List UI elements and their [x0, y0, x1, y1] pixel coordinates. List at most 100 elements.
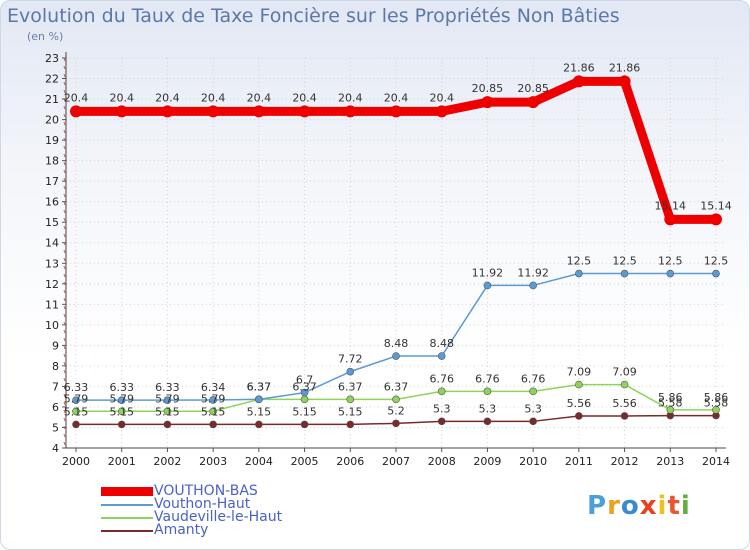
data-label: 6.34 — [201, 381, 226, 394]
logo-letter: i — [657, 491, 668, 521]
axis-dash — [63, 377, 66, 382]
y-tick-label: 11 — [45, 298, 59, 311]
y-tick-label: 7 — [52, 380, 59, 393]
y-tick-label: 18 — [45, 155, 59, 168]
logo-letter: i — [680, 491, 691, 521]
data-point — [483, 417, 492, 426]
data-label: 5.15 — [247, 405, 272, 418]
data-point — [710, 213, 722, 226]
proxiti-logo: Proxiti — [587, 491, 691, 521]
y-tick-label: 15 — [45, 216, 59, 229]
y-tick-label: 17 — [45, 175, 59, 188]
data-label: 20.85 — [517, 82, 549, 95]
x-tick-label: 2008 — [428, 455, 456, 468]
data-point — [252, 105, 265, 118]
data-label: 5.58 — [704, 397, 729, 410]
data-label: 20.4 — [292, 91, 317, 104]
data-label: 21.86 — [609, 61, 641, 74]
data-label: 6.33 — [64, 381, 89, 394]
axis-dash — [63, 137, 66, 142]
data-point — [72, 407, 80, 416]
x-tick-label: 2005 — [291, 455, 319, 468]
axis-dash — [63, 321, 66, 326]
data-label: 8.48 — [429, 337, 454, 350]
data-point — [300, 420, 309, 429]
data-label: 5.79 — [64, 392, 89, 405]
legend-item: VOUTHON-BAS — [101, 484, 282, 498]
data-point — [300, 388, 309, 397]
data-label: 21.86 — [563, 61, 595, 74]
axis-dash — [63, 113, 66, 118]
axis-dash — [63, 441, 66, 446]
x-tick-label: 2014 — [702, 455, 730, 468]
legend-swatch — [101, 487, 153, 496]
data-point — [575, 380, 583, 389]
data-point — [483, 281, 492, 290]
x-tick-label: 2011 — [565, 455, 593, 468]
legend-swatch — [101, 516, 153, 519]
data-point — [346, 367, 355, 376]
axis-dash — [63, 161, 66, 166]
data-label: 5.79 — [155, 392, 180, 405]
data-point — [529, 417, 537, 426]
axis-dash — [63, 257, 66, 262]
y-tick-label: 8 — [52, 360, 59, 373]
data-label: 20.4 — [155, 91, 180, 104]
data-point — [255, 420, 263, 429]
data-point — [209, 407, 217, 416]
data-point — [620, 412, 629, 420]
data-point — [618, 75, 631, 88]
logo-letter: t — [667, 491, 681, 521]
y-tick-label: 16 — [45, 196, 59, 209]
data-label: 20.4 — [109, 91, 134, 104]
axis-dash — [63, 145, 66, 150]
data-point — [529, 281, 537, 290]
axis-dash — [63, 433, 66, 438]
data-label: 6.76 — [429, 372, 454, 385]
legend-item: Amanty — [101, 522, 282, 538]
x-tick-label: 2012 — [611, 455, 639, 468]
data-point — [209, 420, 217, 429]
axis-dash — [63, 97, 66, 102]
axis-dash — [63, 193, 66, 198]
x-tick-label: 2006 — [336, 455, 364, 468]
axis-dash — [63, 265, 66, 270]
data-point — [117, 420, 126, 429]
axis-dash — [63, 129, 66, 134]
x-tick-label: 2009 — [473, 455, 501, 468]
data-label: 5.86 — [704, 391, 729, 404]
axis-dash — [63, 313, 66, 318]
axis-dash — [63, 201, 66, 206]
y-tick-label: 12 — [45, 278, 59, 291]
data-label: 11.92 — [517, 266, 549, 279]
chart-title: Evolution du Taux de Taxe Foncière sur l… — [7, 5, 620, 27]
data-label: 6.76 — [475, 372, 500, 385]
logo-letter: r — [607, 491, 621, 521]
axis-dash — [63, 337, 66, 342]
axis-dash — [63, 425, 66, 430]
x-tick-label: 2002 — [153, 455, 181, 468]
data-point — [481, 96, 494, 109]
axis-dash — [63, 281, 66, 286]
legend-label: Amanty — [154, 522, 209, 538]
x-tick-label: 2000 — [62, 455, 90, 468]
data-label: 5.15 — [201, 405, 226, 418]
y-tick-label: 5 — [52, 421, 59, 434]
data-point — [437, 387, 446, 396]
legend-swatch — [101, 529, 153, 532]
data-point — [666, 406, 675, 414]
axis-dash — [63, 209, 66, 214]
x-tick-label: 2007 — [382, 455, 410, 468]
data-point — [664, 213, 677, 226]
data-point — [575, 412, 583, 420]
axis-dash — [63, 177, 66, 182]
legend-swatch — [101, 503, 153, 506]
axis-dash — [63, 401, 66, 406]
x-tick-label: 2004 — [245, 455, 273, 468]
data-label: 6.33 — [109, 381, 134, 394]
legend-item: Vaudeville-le-Haut — [101, 510, 282, 524]
data-point — [117, 407, 126, 416]
data-label: 20.4 — [338, 91, 363, 104]
